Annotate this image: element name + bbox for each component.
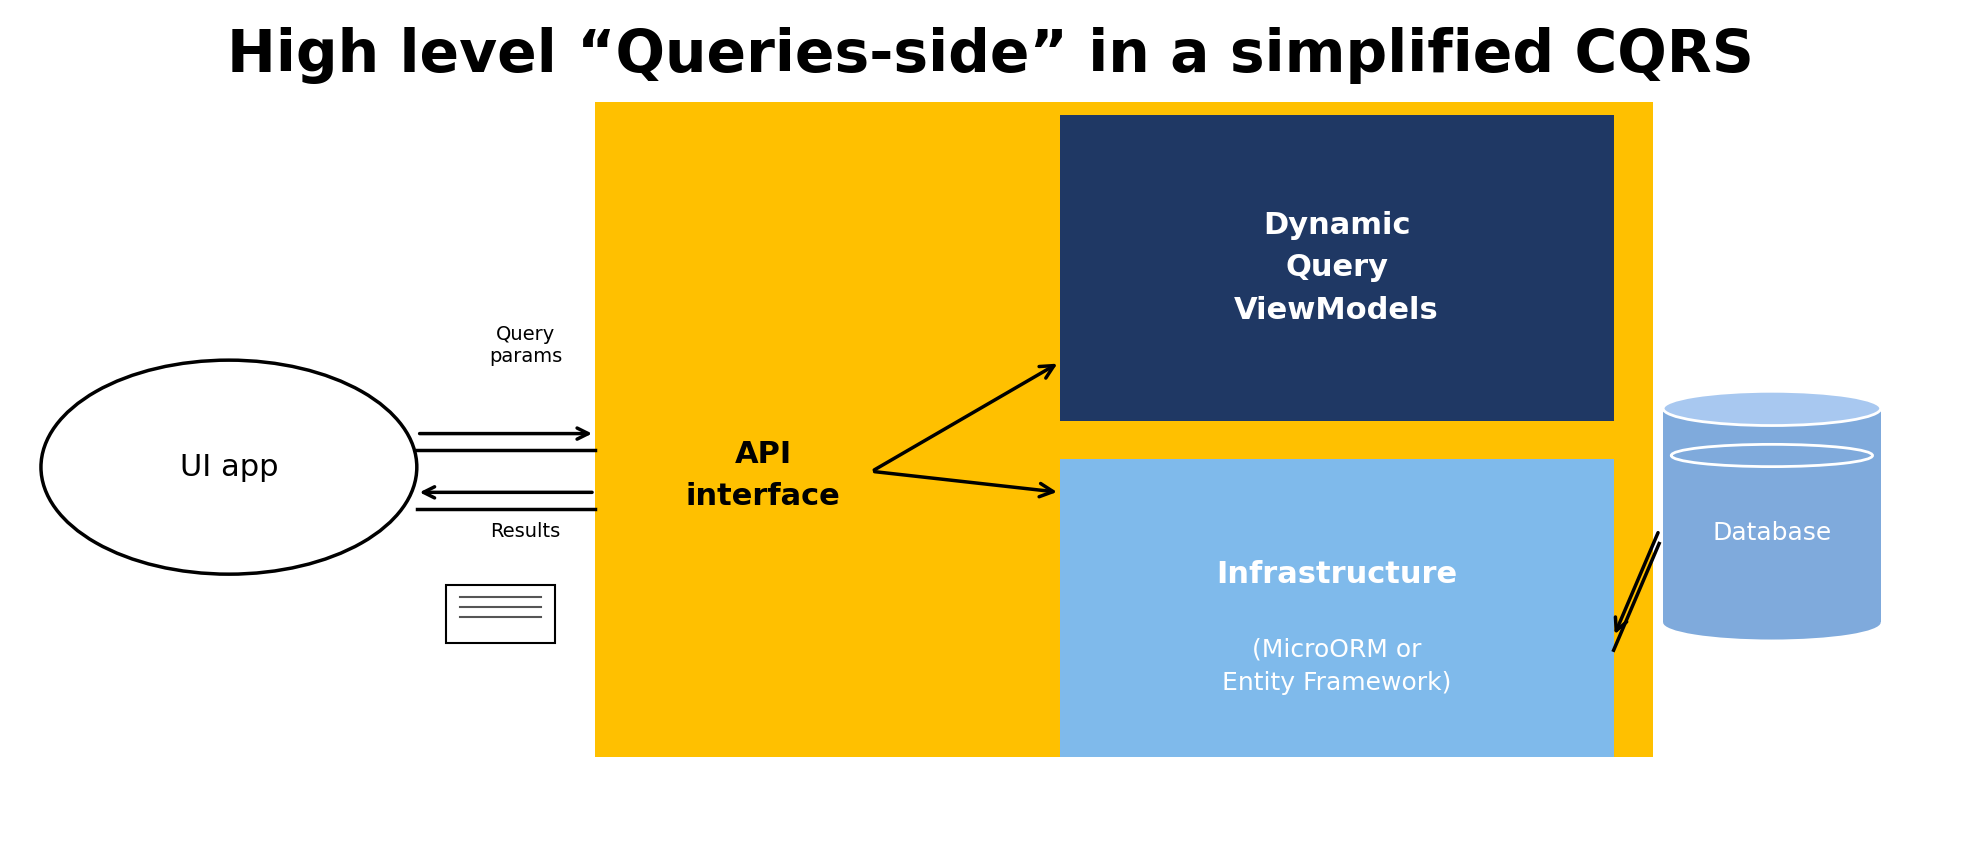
Bar bbox=[594, 102, 1653, 757]
Ellipse shape bbox=[1663, 605, 1879, 640]
Text: Dynamic
Query
ViewModels: Dynamic Query ViewModels bbox=[1234, 210, 1437, 325]
Bar bbox=[1059, 115, 1614, 421]
Text: Infrastructure: Infrastructure bbox=[1216, 560, 1457, 589]
Bar bbox=[1663, 408, 1879, 622]
Text: Database: Database bbox=[1711, 520, 1832, 545]
Text: Query
params: Query params bbox=[489, 326, 562, 366]
Text: High level “Queries-side” in a simplified CQRS: High level “Queries-side” in a simplifie… bbox=[228, 27, 1752, 83]
Bar bbox=[1059, 459, 1614, 757]
Text: (MicroORM or
Entity Framework): (MicroORM or Entity Framework) bbox=[1222, 637, 1451, 695]
Text: interface: interface bbox=[685, 482, 840, 511]
Ellipse shape bbox=[1663, 392, 1879, 425]
Ellipse shape bbox=[42, 360, 416, 574]
Text: UI app: UI app bbox=[180, 453, 277, 482]
Text: API: API bbox=[735, 440, 792, 469]
Text: Results: Results bbox=[491, 522, 560, 541]
Bar bbox=[446, 584, 554, 643]
